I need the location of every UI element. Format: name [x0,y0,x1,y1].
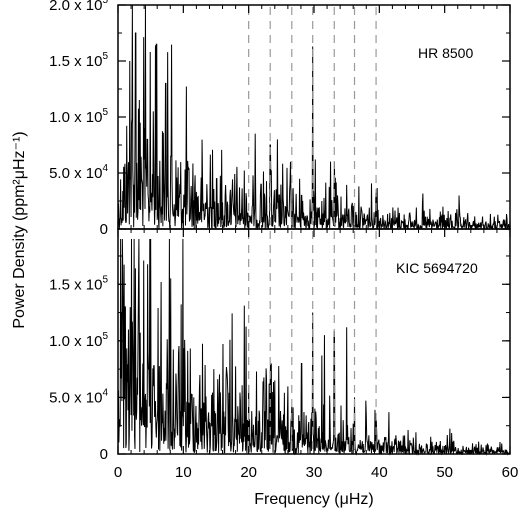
panel-label-hr8500: HR 8500 [418,45,473,61]
y-tick-label-0-4: 2.0 x 105 [49,0,108,14]
y-tick-label-1-1: 5.0 x 104 [49,387,108,406]
x-tick-label-5: 50 [436,464,453,481]
y-tick-label-0-1: 5.0 x 104 [49,163,108,182]
x-tick-label-3: 30 [306,464,323,481]
y-tick-label-1-2: 1.0 x 105 [49,331,108,350]
x-axis-title: Frequency (μHz) [254,491,373,508]
y-tick-label-0-3: 1.5 x 105 [49,51,108,70]
plot-layer: 0 5.0 x 104 1.0 x 105 1.5 x 105 2.0 x 105 0 5.… [49,0,518,481]
y-tick-label-0-2: 1.0 x 105 [49,107,108,126]
x-tick-label-2: 20 [240,464,257,481]
y-tick-label-1-3: 1.5 x 105 [49,274,108,293]
x-tick-label-6: 60 [502,464,519,481]
y-axis-title: Power Density (ppm²μHz⁻¹) [11,131,28,328]
x-tick-label-1: 10 [175,464,192,481]
x-tick-label-0: 0 [114,464,122,481]
x-tick-label-4: 40 [371,464,388,481]
spectrum-line-0 [117,4,511,231]
y-tick-label-0-0: 0 [100,221,108,238]
y-tick-label-1-0: 0 [100,446,108,463]
panel-label-kic5694720: KIC 5694720 [396,260,478,276]
